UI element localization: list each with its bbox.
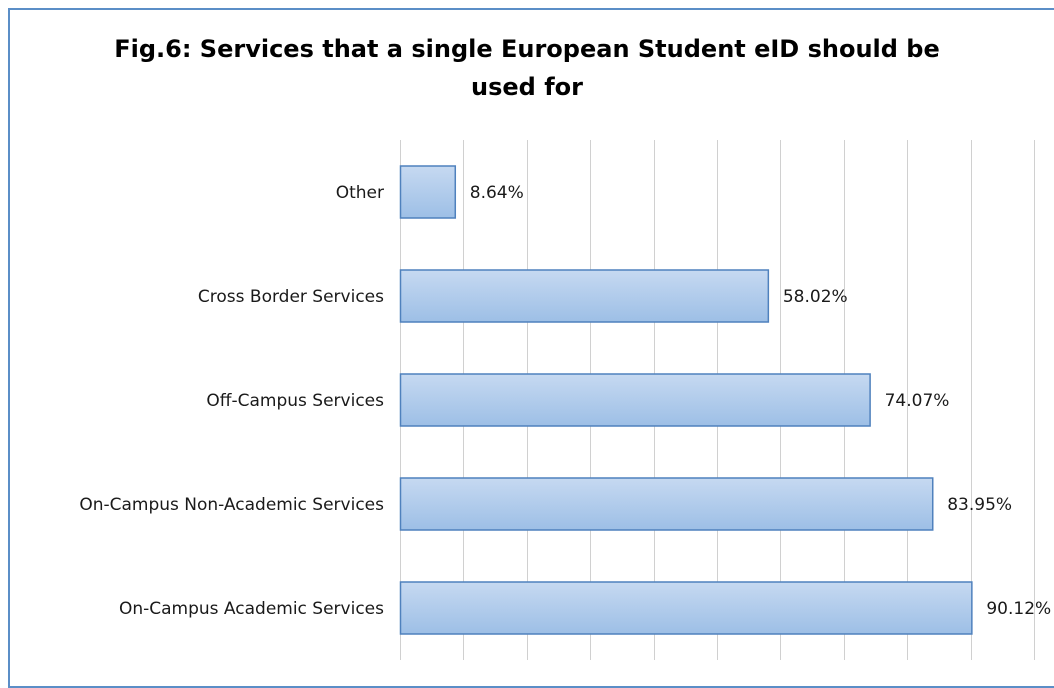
category-label: On-Campus Non-Academic Services	[79, 495, 384, 515]
data-label: 90.12%	[986, 599, 1051, 619]
bar	[399, 373, 871, 427]
chart-title: Fig.6: Services that a single European S…	[0, 30, 1054, 106]
bars	[399, 165, 973, 635]
category-label: On-Campus Academic Services	[119, 599, 384, 619]
data-label: 58.02%	[783, 287, 848, 307]
bar	[399, 269, 770, 323]
category-label: Cross Border Services	[198, 287, 384, 307]
category-label: Other	[336, 183, 384, 203]
chart-frame	[8, 8, 1054, 688]
category-label: Off-Campus Services	[206, 391, 384, 411]
bar	[399, 581, 973, 635]
data-label: 74.07%	[885, 391, 950, 411]
data-label: 8.64%	[470, 183, 524, 203]
data-label: 83.95%	[947, 495, 1012, 515]
chart-title-line-2: used for	[471, 73, 583, 101]
chart-title-line-1: Fig.6: Services that a single European S…	[114, 35, 940, 63]
labels: Other 8.64% Cross Border Services 58.02% Off…	[79, 183, 1051, 619]
bar	[399, 477, 934, 531]
bar	[399, 165, 457, 219]
